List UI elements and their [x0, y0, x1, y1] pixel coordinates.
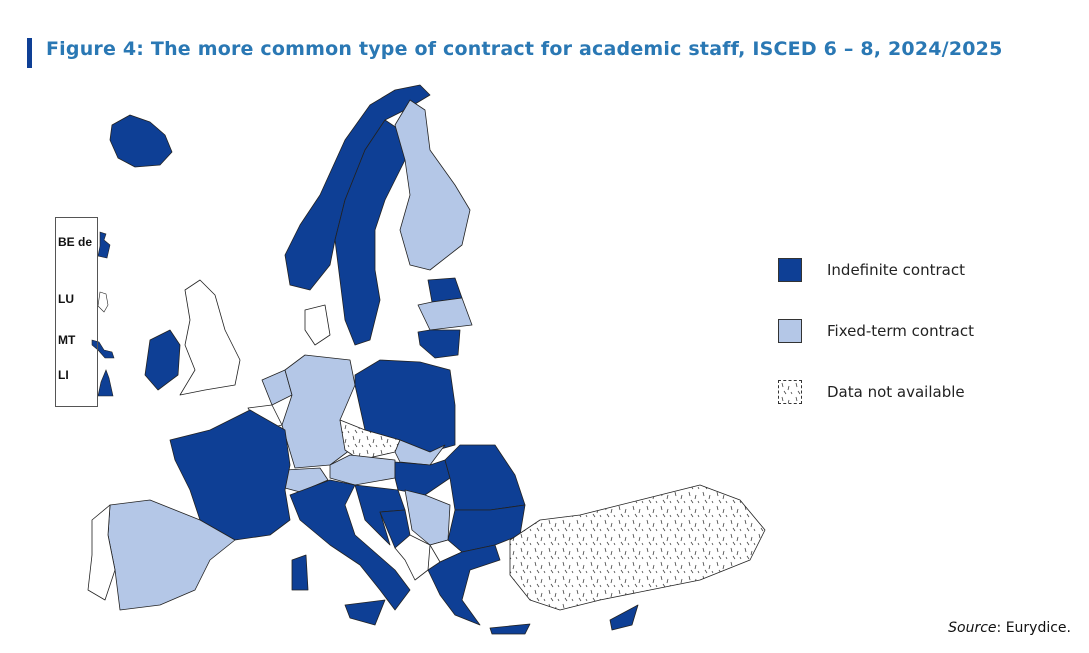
country-sardinia — [291, 554, 309, 591]
legend-swatch-fixed-term — [778, 319, 802, 343]
inset-box — [55, 217, 98, 407]
legend-label: Data not available — [827, 383, 965, 401]
country-hungary — [394, 459, 451, 496]
inset-label-mt: MT — [58, 333, 76, 347]
country-austria — [329, 454, 396, 486]
country-portugal — [87, 504, 116, 601]
inset-shape-lu — [97, 291, 109, 313]
country-united-kingdom — [179, 279, 241, 396]
country-sicily — [344, 599, 386, 626]
legend-item-not-available: Data not available — [778, 377, 974, 407]
legend-swatch-not-available — [778, 380, 802, 404]
legend-item-fixed-term: Fixed-term contract — [778, 316, 974, 346]
inset-shape-be-de — [97, 231, 111, 259]
country-turkey — [509, 484, 766, 611]
source-label: Source — [948, 620, 997, 636]
country-romania — [444, 444, 526, 511]
country-ireland — [144, 329, 181, 391]
country-france — [169, 409, 291, 541]
country-lithuania — [417, 329, 461, 359]
legend-label: Indefinite contract — [827, 261, 965, 279]
legend-item-indefinite: Indefinite contract — [778, 255, 974, 285]
country-finland — [394, 99, 471, 271]
country-denmark — [304, 304, 331, 346]
source-value: : Eurydice. — [996, 620, 1071, 636]
country-bulgaria — [447, 504, 526, 553]
country-germany — [281, 354, 356, 469]
title-accent-bar — [27, 38, 32, 68]
figure-title: Figure 4: The more common type of contra… — [46, 38, 1003, 60]
inset-label-be-de: BE de — [58, 235, 93, 249]
country-poland — [354, 359, 456, 453]
country-greece — [427, 544, 501, 626]
inset-shape-li — [97, 369, 114, 397]
map-legend: Indefinite contract Fixed-term contract … — [778, 255, 974, 438]
inset-label-lu: LU — [58, 292, 74, 306]
country-slovakia — [394, 439, 446, 466]
legend-swatch-indefinite — [778, 258, 802, 282]
country-cyprus — [609, 604, 639, 631]
country-latvia — [417, 297, 473, 331]
legend-label: Fixed-term contract — [827, 322, 974, 340]
country-sweden — [334, 119, 406, 346]
country-crete — [489, 623, 531, 635]
inset-label-li: LI — [58, 368, 69, 382]
country-iceland — [109, 114, 173, 168]
source-note: Source: Eurydice. — [948, 620, 1071, 636]
